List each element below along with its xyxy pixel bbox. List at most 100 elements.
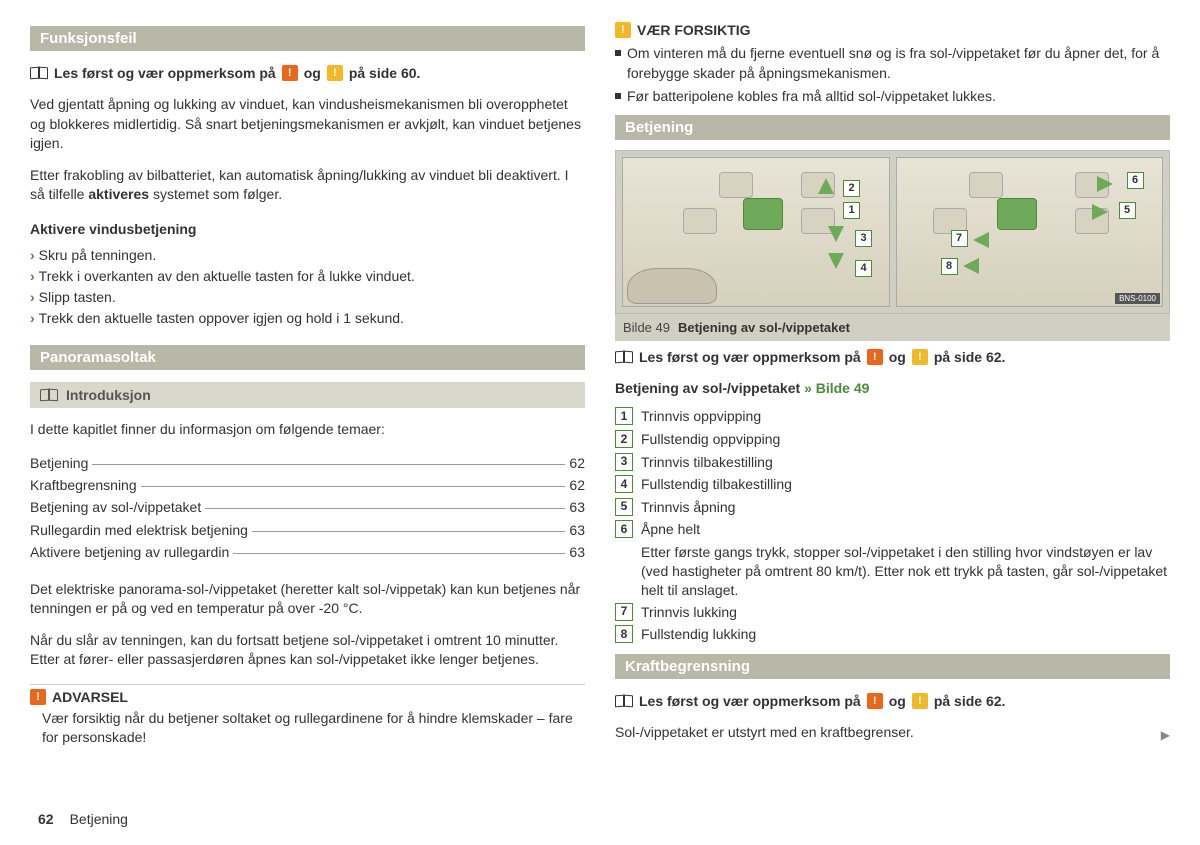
- legend-list: 1 Trinnvis oppvipping 2 Fullstendig oppvip…: [615, 404, 1170, 647]
- roof-button: [683, 208, 717, 234]
- page-footer: 62 Betjening: [38, 811, 128, 827]
- step-2: Trekk i overkanten av den aktuelle taste…: [39, 266, 415, 287]
- marker-2: 2: [843, 180, 860, 197]
- warning-icon: !: [282, 65, 298, 81]
- legend-text: Trinnvis lukking: [641, 603, 737, 623]
- chevron-icon: ›: [30, 287, 35, 308]
- step-3: Slipp tasten.: [39, 287, 116, 308]
- para-operating-cond: Det elektriske panorama-sol-/vippetaket …: [30, 580, 585, 619]
- bullet-icon: [615, 50, 621, 56]
- marker-1: 1: [843, 202, 860, 219]
- legend-text: Åpne helt: [641, 520, 700, 540]
- chevron-icon: ›: [30, 308, 35, 329]
- legend-text: Trinnvis tilbakestilling: [641, 453, 773, 473]
- book-icon: [615, 351, 633, 363]
- sunroof-main-button: [997, 198, 1037, 230]
- marker-8: 8: [941, 258, 958, 275]
- figure-panel-left: 2 1 3 4: [622, 157, 890, 307]
- read-first-note-right: Les først og vær oppmerksom på ! og ! på…: [615, 349, 1170, 365]
- step-1: Skru på tenningen.: [39, 245, 157, 266]
- caution-icon: !: [912, 349, 928, 365]
- toc-row[interactable]: Rullegardin med elektrisk betjening63: [30, 519, 585, 541]
- caution-icon: !: [912, 693, 928, 709]
- arrow-up-icon: [818, 178, 834, 194]
- steps-title: Aktivere vindusbetjening: [30, 221, 585, 237]
- arrow-right-icon: [1092, 204, 1108, 220]
- legend-text: Fullstendig lukking: [641, 625, 756, 645]
- steps-list: ›Skru på tenningen. ›Trekk i overkanten …: [30, 245, 585, 329]
- chevron-icon: ›: [30, 266, 35, 287]
- read-first-post: på side 60.: [349, 65, 421, 81]
- section-betjening: Betjening: [615, 115, 1170, 140]
- legend-num: 1: [615, 407, 633, 425]
- figure-panel-right: 6 5 7 8 BNS-0100: [896, 157, 1164, 307]
- legend-num: 7: [615, 603, 633, 621]
- legend-num: 5: [615, 498, 633, 516]
- toc-row[interactable]: Betjening62: [30, 452, 585, 474]
- warning-box: ! ADVARSEL Vær forsiktig når du betjener…: [30, 684, 585, 747]
- warning-title: ADVARSEL: [52, 689, 128, 705]
- page-section: Betjening: [70, 811, 128, 827]
- warning-icon: !: [30, 689, 46, 705]
- figure-49: 2 1 3 4 6 5 7 8: [615, 150, 1170, 314]
- figure-caption: Bilde 49 Betjening av sol-/vippetaket: [615, 314, 1170, 341]
- section-panoramasoltak: Panoramasoltak: [30, 345, 585, 370]
- read-first-note-right-2: Les først og vær oppmerksom på ! og ! på…: [615, 693, 1170, 709]
- page-number: 62: [38, 811, 54, 827]
- read-first-note-left: Les først og vær oppmerksom på ! og ! på…: [30, 65, 585, 81]
- legend-num: 4: [615, 475, 633, 493]
- marker-7: 7: [951, 230, 968, 247]
- section-kraftbegrensning: Kraftbegrensning: [615, 654, 1170, 679]
- book-icon: [40, 389, 58, 401]
- read-first-and: og: [304, 65, 321, 81]
- marker-3: 3: [855, 230, 872, 247]
- arrow-down-icon: [828, 226, 844, 242]
- book-icon: [615, 695, 633, 707]
- warning-body: Vær forsiktig når du betjener soltaket o…: [30, 709, 585, 747]
- figure-code: BNS-0100: [1115, 293, 1160, 304]
- arrow-left-icon: [963, 258, 979, 274]
- bullet-icon: [615, 93, 621, 99]
- toc-row[interactable]: Aktivere betjening av rullegardin63: [30, 541, 585, 563]
- para-battery: Etter frakobling av bilbatteriet, kan au…: [30, 166, 585, 205]
- toc-row[interactable]: Kraftbegrensning62: [30, 474, 585, 496]
- section-funksjonsfeil: Funksjonsfeil: [30, 26, 585, 51]
- caution-title: VÆR FORSIKTIG: [637, 22, 751, 38]
- caution-item: Om vinteren må du fjerne eventuell snø o…: [615, 44, 1170, 83]
- para-after-ignition: Når du slår av tenningen, kan du fortsat…: [30, 631, 585, 670]
- para-forcelimiter: Sol-/vippetaket er utstyrt med en kraftb…: [615, 723, 1170, 744]
- chevron-icon: ›: [30, 245, 35, 266]
- caution-icon: !: [327, 65, 343, 81]
- para-overheat: Ved gjentatt åpning og lukking av vindue…: [30, 95, 585, 154]
- roof-button: [969, 172, 1003, 198]
- arrow-right-icon: [1097, 176, 1113, 192]
- roof-button: [719, 172, 753, 198]
- legend-text: Trinnvis åpning: [641, 498, 735, 518]
- legend-num: 6: [615, 520, 633, 538]
- marker-4: 4: [855, 260, 872, 277]
- toc-row[interactable]: Betjening av sol-/vippetaket63: [30, 496, 585, 518]
- continue-arrow-icon: ▶: [1161, 727, 1170, 744]
- warning-icon: !: [867, 693, 883, 709]
- legend-num: 8: [615, 625, 633, 643]
- toc: Betjening62 Kraftbegrensning62 Betjening…: [30, 452, 585, 564]
- legend-text: Trinnvis oppvipping: [641, 407, 761, 427]
- marker-6: 6: [1127, 172, 1144, 189]
- legend-title: Betjening av sol-/vippetaket » Bilde 49: [615, 379, 1170, 399]
- legend-text: Fullstendig oppvipping: [641, 430, 780, 450]
- caution-item: Før batteripolene kobles fra må alltid s…: [615, 87, 1170, 107]
- caution-icon: !: [615, 22, 631, 38]
- right-column: ! VÆR FORSIKTIG Om vinteren må du fjerne…: [615, 20, 1170, 835]
- marker-5: 5: [1119, 202, 1136, 219]
- legend-num: 2: [615, 430, 633, 448]
- arrow-down-icon: [828, 253, 844, 269]
- book-icon: [30, 67, 48, 79]
- read-first-pre: Les først og vær oppmerksom på: [54, 65, 276, 81]
- intro-lead: I dette kapitlet finner du informasjon o…: [30, 420, 585, 440]
- legend-text: Fullstendig tilbakestilling: [641, 475, 792, 495]
- subsection-introduksjon: Introduksjon: [30, 382, 585, 408]
- left-column: Funksjonsfeil Les først og vær oppmerkso…: [30, 20, 585, 835]
- sunroof-main-button: [743, 198, 783, 230]
- legend-subtext: Etter første gangs trykk, stopper sol-/v…: [641, 543, 1170, 600]
- step-4: Trekk den aktuelle tasten oppover igjen …: [39, 308, 404, 329]
